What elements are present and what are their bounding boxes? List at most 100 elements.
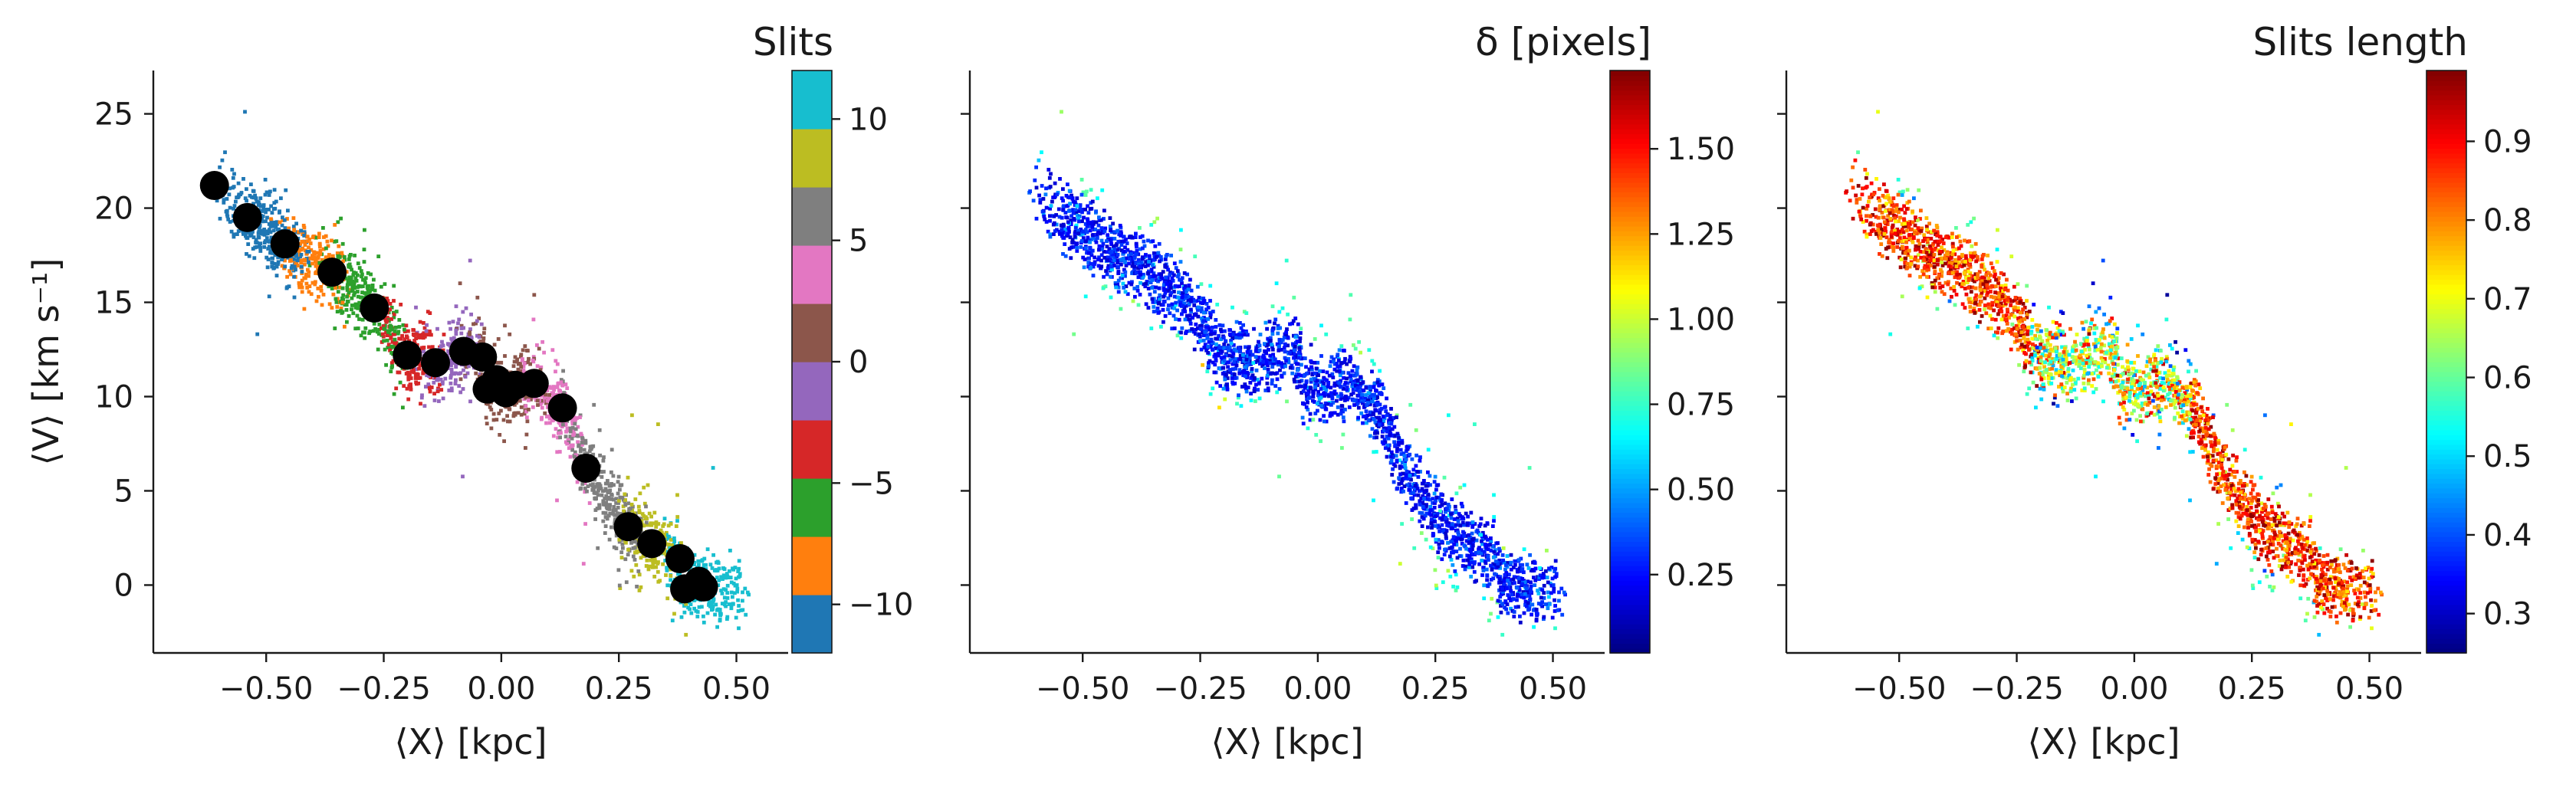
scatter-point [1331,401,1336,405]
scatter-point [554,427,558,431]
scatter-point [480,372,485,377]
scatter-point [1138,247,1142,251]
scatter-point [1213,353,1217,356]
scatter-point [1249,353,1253,357]
scatter-point [1284,330,1288,335]
scatter-point [381,334,386,339]
scatter-point [700,605,704,609]
scatter-point [1214,380,1219,385]
scatter-point [1179,228,1183,232]
scatter-point [612,508,616,512]
scatter-point [1422,490,1427,494]
scatter-point [1098,231,1102,236]
scatter-point [1406,445,1411,450]
scatter-point [1341,415,1346,420]
scatter-point [737,575,741,579]
scatter-point [601,489,605,494]
scatter-point [1557,599,1561,603]
scatter-point [1352,343,1355,347]
scatter-point [1451,585,1455,589]
scatter-point [708,562,713,567]
scatter-point [1102,250,1106,254]
scatter-point [711,553,715,557]
scatter-point [1318,418,1322,422]
scatter-point [1373,431,1377,435]
mean-point [199,171,229,201]
scatter-point [276,255,281,260]
scatter-point [1482,583,1487,588]
scatter-point [1085,189,1089,194]
scatter-point [1186,299,1191,303]
scatter-point [268,230,273,235]
scatter-point [555,362,560,366]
scatter-point [1196,314,1201,319]
scatter-point [1244,357,1249,362]
scatter-point [1466,514,1470,519]
scatter-point [718,611,722,615]
mean-point [270,229,300,259]
scatter-point [1226,365,1230,369]
scatter-point [1521,590,1526,594]
scatter-point [1134,252,1138,257]
scatter-point [277,227,281,231]
mean-point [232,202,262,232]
scatter-point [587,501,592,505]
scatter-point [1123,274,1127,278]
scatter-point [1420,524,1424,528]
scatter-point [1108,257,1112,261]
scatter-point [545,398,550,403]
scatter-point [608,511,613,516]
scatter-point [1397,482,1401,486]
scatter-point [1106,255,1110,260]
scatter-point [669,574,673,578]
scatter-point [1351,387,1355,392]
scatter-point [422,349,426,354]
scatter-point [566,428,570,433]
scatter-point [576,440,580,444]
scatter-point [314,261,319,265]
scatter-point [1486,547,1490,552]
scatter-point [1179,336,1184,340]
scatter-point [1133,235,1138,239]
scatter-point [1484,561,1488,566]
scatter-point [1135,244,1138,249]
scatter-point [389,369,393,374]
scatter-point [704,562,708,567]
scatter-point [1099,226,1104,230]
scatter-point [1081,236,1086,240]
scatter-point [1057,229,1062,234]
scatter-point [1092,260,1097,264]
scatter-point [1114,283,1118,287]
scatter-point [613,517,617,522]
scatter-point [307,290,311,294]
scatter-point [1116,270,1121,274]
scatter-point [1329,355,1334,359]
scatter-point [669,578,672,582]
scatter-point [1085,230,1089,235]
scatter-point [284,188,288,192]
scatter-point [547,385,552,390]
scatter-point [675,493,679,497]
scatter-point [1146,306,1151,310]
scatter-point [1041,197,1046,201]
scatter-point [1189,307,1193,312]
scatter-point [719,589,723,592]
scatter-point [708,604,712,608]
scatter-point [1505,554,1510,558]
scatter-point [449,376,453,380]
scatter-point [1214,318,1218,322]
scatter-point [1366,386,1371,390]
scatter-point [1294,372,1299,376]
scatter-point [251,195,255,200]
scatter-point [1516,576,1521,581]
scatter-point [1485,574,1490,578]
scatter-point [269,235,274,240]
scatter-point [1361,388,1365,392]
scatter-point [1225,376,1230,380]
scatter-point [1401,451,1406,456]
scatter-point [1166,303,1171,307]
scatter-point [610,492,613,497]
scatter-point [461,387,465,391]
y-tick-label: 0 [114,568,133,603]
